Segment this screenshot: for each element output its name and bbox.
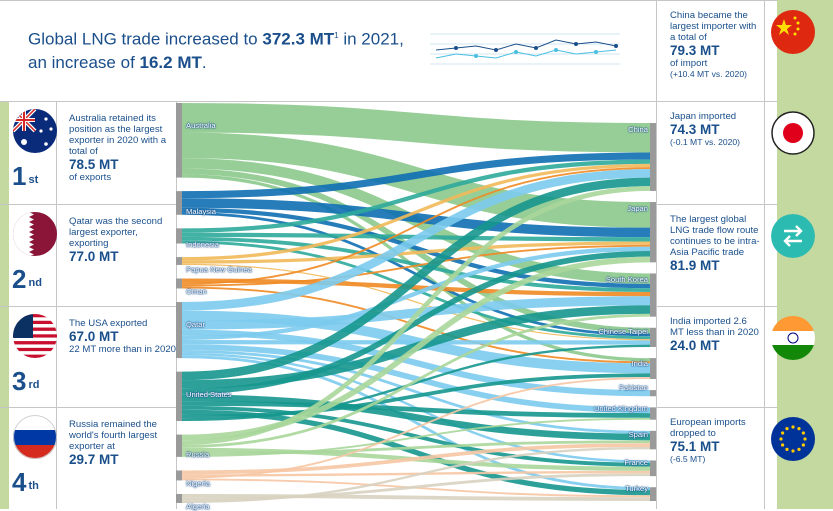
importer-label: France	[624, 458, 648, 467]
eu-flag-icon	[771, 417, 815, 461]
page-headline: Global LNG trade increased to 372.3 MT1 …	[28, 24, 404, 74]
importer-label: Japan	[627, 204, 648, 213]
qatar-flag-icon	[13, 212, 57, 256]
exporter-node	[176, 494, 182, 503]
importer-label: India	[632, 359, 648, 368]
importer-label: South Korea	[606, 275, 648, 284]
exporter-node	[176, 257, 182, 265]
exporter-node	[176, 372, 182, 421]
row-divider	[656, 101, 777, 102]
top-border	[0, 0, 833, 1]
row-divider	[656, 407, 777, 408]
right-col-divider	[764, 0, 765, 509]
importer-description: China became the largest importer with a…	[670, 10, 762, 79]
row-divider	[656, 204, 777, 205]
exporter-node	[176, 435, 182, 457]
exporter-label: Nigeria	[186, 479, 210, 488]
importer-node	[650, 390, 656, 396]
japan-flag-icon	[771, 111, 815, 155]
usa-flag-icon	[13, 314, 57, 358]
exporter-label: Qatar	[186, 320, 205, 329]
australia-flag-icon	[13, 109, 57, 153]
importer-node	[650, 358, 656, 379]
rank-accent-strip	[0, 407, 9, 509]
rank-accent-strip	[0, 101, 9, 204]
left-col-divider	[56, 101, 57, 509]
importer-node	[650, 407, 656, 419]
rank-accent-strip	[0, 306, 9, 407]
exporter-label: Australia	[186, 121, 216, 130]
exporter-description: Qatar was the second largest exporter, e…	[69, 216, 177, 264]
exporter-label: Indonesia	[186, 240, 219, 249]
importer-label: Pakistan	[619, 383, 648, 392]
importer-label: Spain	[629, 430, 648, 439]
arrows-exchange-icon	[771, 214, 815, 258]
exporter-label: United States	[186, 390, 232, 399]
exporter-node	[176, 302, 182, 358]
row-divider	[0, 407, 176, 408]
rank-accent-strip	[0, 204, 9, 306]
importer-label: Chinese Taipei	[598, 327, 648, 336]
importer-node	[650, 487, 656, 501]
importer-node	[650, 431, 656, 450]
india-flag-icon	[771, 316, 815, 360]
exporter-description: Russia remained the world's fourth large…	[69, 419, 177, 467]
right-panel-left-border	[656, 0, 657, 509]
importer-node	[650, 202, 656, 262]
exporter-label: Oman	[186, 287, 207, 296]
row-divider	[0, 306, 176, 307]
exporter-description: Australia retained its position as the l…	[69, 113, 177, 183]
decorative-line-graph-icon	[430, 28, 620, 72]
exporter-node	[176, 470, 182, 480]
importer-label: China	[628, 125, 648, 134]
importer-node	[650, 123, 656, 191]
importer-label: Turkey	[625, 484, 648, 493]
lng-trade-sankey-chart	[176, 101, 656, 509]
importer-description: The largest global LNG trade flow route …	[670, 214, 762, 273]
row-divider	[656, 306, 777, 307]
exporter-label: Papua New Guinea	[186, 265, 252, 274]
exporter-node	[176, 279, 182, 289]
importer-node	[650, 273, 656, 316]
exporter-node	[176, 103, 182, 178]
row-divider	[0, 204, 176, 205]
row-divider	[0, 101, 176, 102]
exporter-label: Malaysia	[186, 207, 216, 216]
trade-flow-australia-to-china	[182, 118, 650, 138]
importer-node	[650, 460, 656, 476]
importer-node	[650, 328, 656, 347]
exporter-label: Algeria	[186, 502, 210, 511]
china-flag-icon	[771, 10, 815, 54]
exporter-node	[176, 191, 182, 215]
russia-flag-icon	[13, 415, 57, 459]
exporter-node	[176, 228, 182, 243]
importer-label: United Kingdom	[594, 404, 648, 413]
exporter-label: Russia	[186, 450, 209, 459]
